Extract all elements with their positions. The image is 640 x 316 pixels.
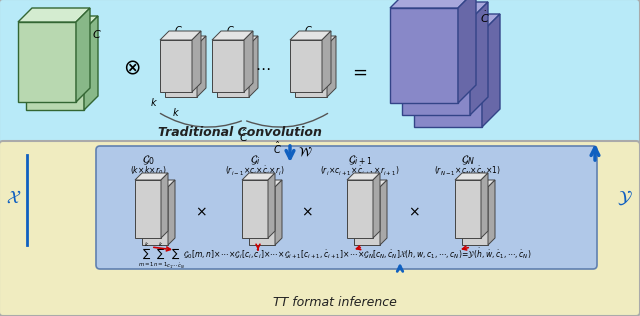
Polygon shape [249,36,258,97]
FancyBboxPatch shape [96,146,597,269]
Text: $(k\!\times\!k\!\times\!r_0)$: $(k\!\times\!k\!\times\!r_0)$ [130,165,166,177]
Text: $=$: $=$ [349,63,367,81]
Polygon shape [217,36,258,45]
Text: $C$: $C$ [303,24,312,36]
Text: $C$: $C$ [173,24,182,36]
Polygon shape [462,180,495,187]
Polygon shape [455,180,481,238]
Polygon shape [192,31,201,92]
FancyBboxPatch shape [0,0,640,145]
Polygon shape [390,0,476,8]
Polygon shape [142,180,175,187]
Text: $\times$: $\times$ [408,205,420,219]
Polygon shape [18,8,90,22]
Text: $(r_i\!\times\!c_{i+1}\!\times\!\dot{c}_{i+1}\!\times\!r_{i+1})$: $(r_i\!\times\!c_{i+1}\!\times\!\dot{c}_… [320,164,400,178]
Text: $\sum_{m=1}^{k}\sum_{n=1}^{k}\sum_{c_1\cdots\dot{c}_N}$$\mathcal{G}_0[m,n]\!\tim: $\sum_{m=1}^{k}\sum_{n=1}^{k}\sum_{c_1\c… [138,241,532,271]
Polygon shape [402,20,470,115]
Polygon shape [197,36,206,97]
Text: $\dot{C}$: $\dot{C}$ [480,10,490,25]
Polygon shape [462,187,488,245]
Polygon shape [161,173,168,238]
Text: $\mathcal{G}_{i+1}$: $\mathcal{G}_{i+1}$ [348,153,372,167]
Polygon shape [295,45,327,97]
Polygon shape [26,30,84,110]
Polygon shape [249,187,275,245]
FancyBboxPatch shape [0,141,640,316]
Polygon shape [84,16,98,110]
Polygon shape [268,173,275,238]
Text: TT format inference: TT format inference [273,295,397,308]
Polygon shape [470,2,488,115]
Text: $(r_{N-1}\!\times\!c_N\!\times\!\dot{c}_N\!\times\!1)$: $(r_{N-1}\!\times\!c_N\!\times\!\dot{c}_… [435,164,502,178]
Polygon shape [481,173,488,238]
Polygon shape [142,187,168,245]
Text: $\times$: $\times$ [195,205,207,219]
Text: $\mathcal{W}$: $\mathcal{W}$ [298,147,312,160]
Polygon shape [488,180,495,245]
Polygon shape [135,180,161,238]
Polygon shape [135,173,168,180]
Polygon shape [244,31,253,92]
Text: $C$: $C$ [92,28,102,40]
Text: $k$: $k$ [172,106,180,118]
Text: $\otimes$: $\otimes$ [124,58,141,78]
Polygon shape [217,45,249,97]
Polygon shape [275,180,282,245]
Polygon shape [455,173,488,180]
Text: $\mathcal{G}_N$: $\mathcal{G}_N$ [461,153,475,167]
Polygon shape [242,180,268,238]
Polygon shape [414,32,482,127]
Polygon shape [165,36,206,45]
Polygon shape [290,40,322,92]
Text: $\hat{C}$: $\hat{C}$ [273,140,282,156]
Polygon shape [373,173,380,238]
Polygon shape [390,8,458,103]
Polygon shape [160,31,201,40]
Polygon shape [322,31,331,92]
Polygon shape [168,180,175,245]
Polygon shape [458,0,476,103]
Polygon shape [160,40,192,92]
Text: $C$: $C$ [226,24,234,36]
Polygon shape [212,40,244,92]
Text: Traditional Convolution: Traditional Convolution [158,125,322,138]
Polygon shape [347,180,373,238]
Text: $\times$: $\times$ [301,205,313,219]
Polygon shape [242,173,275,180]
Polygon shape [354,180,387,187]
Polygon shape [212,31,253,40]
Text: $(r_{i-1}\!\times\!c_i\!\times\!\dot{c}_i\!\times\!r_i)$: $(r_{i-1}\!\times\!c_i\!\times\!\dot{c}_… [225,164,285,178]
Polygon shape [295,36,336,45]
Text: $\mathcal{G}_i$: $\mathcal{G}_i$ [250,153,260,167]
Polygon shape [327,36,336,97]
Text: $\mathcal{Y}$: $\mathcal{Y}$ [617,189,633,207]
Polygon shape [354,187,380,245]
Polygon shape [380,180,387,245]
Polygon shape [249,180,282,187]
Polygon shape [165,45,197,97]
Polygon shape [414,14,500,32]
Text: $\mathcal{X}$: $\mathcal{X}$ [6,189,22,207]
Text: $\mathcal{G}_0$: $\mathcal{G}_0$ [141,153,154,167]
Polygon shape [76,8,90,102]
Text: $k$: $k$ [150,96,158,108]
Polygon shape [290,31,331,40]
Polygon shape [347,173,380,180]
Text: $\hat{C}$: $\hat{C}$ [239,128,249,144]
Polygon shape [18,22,76,102]
Text: $\cdots$: $\cdots$ [255,59,271,75]
Polygon shape [26,16,98,30]
Polygon shape [482,14,500,127]
Polygon shape [402,2,488,20]
